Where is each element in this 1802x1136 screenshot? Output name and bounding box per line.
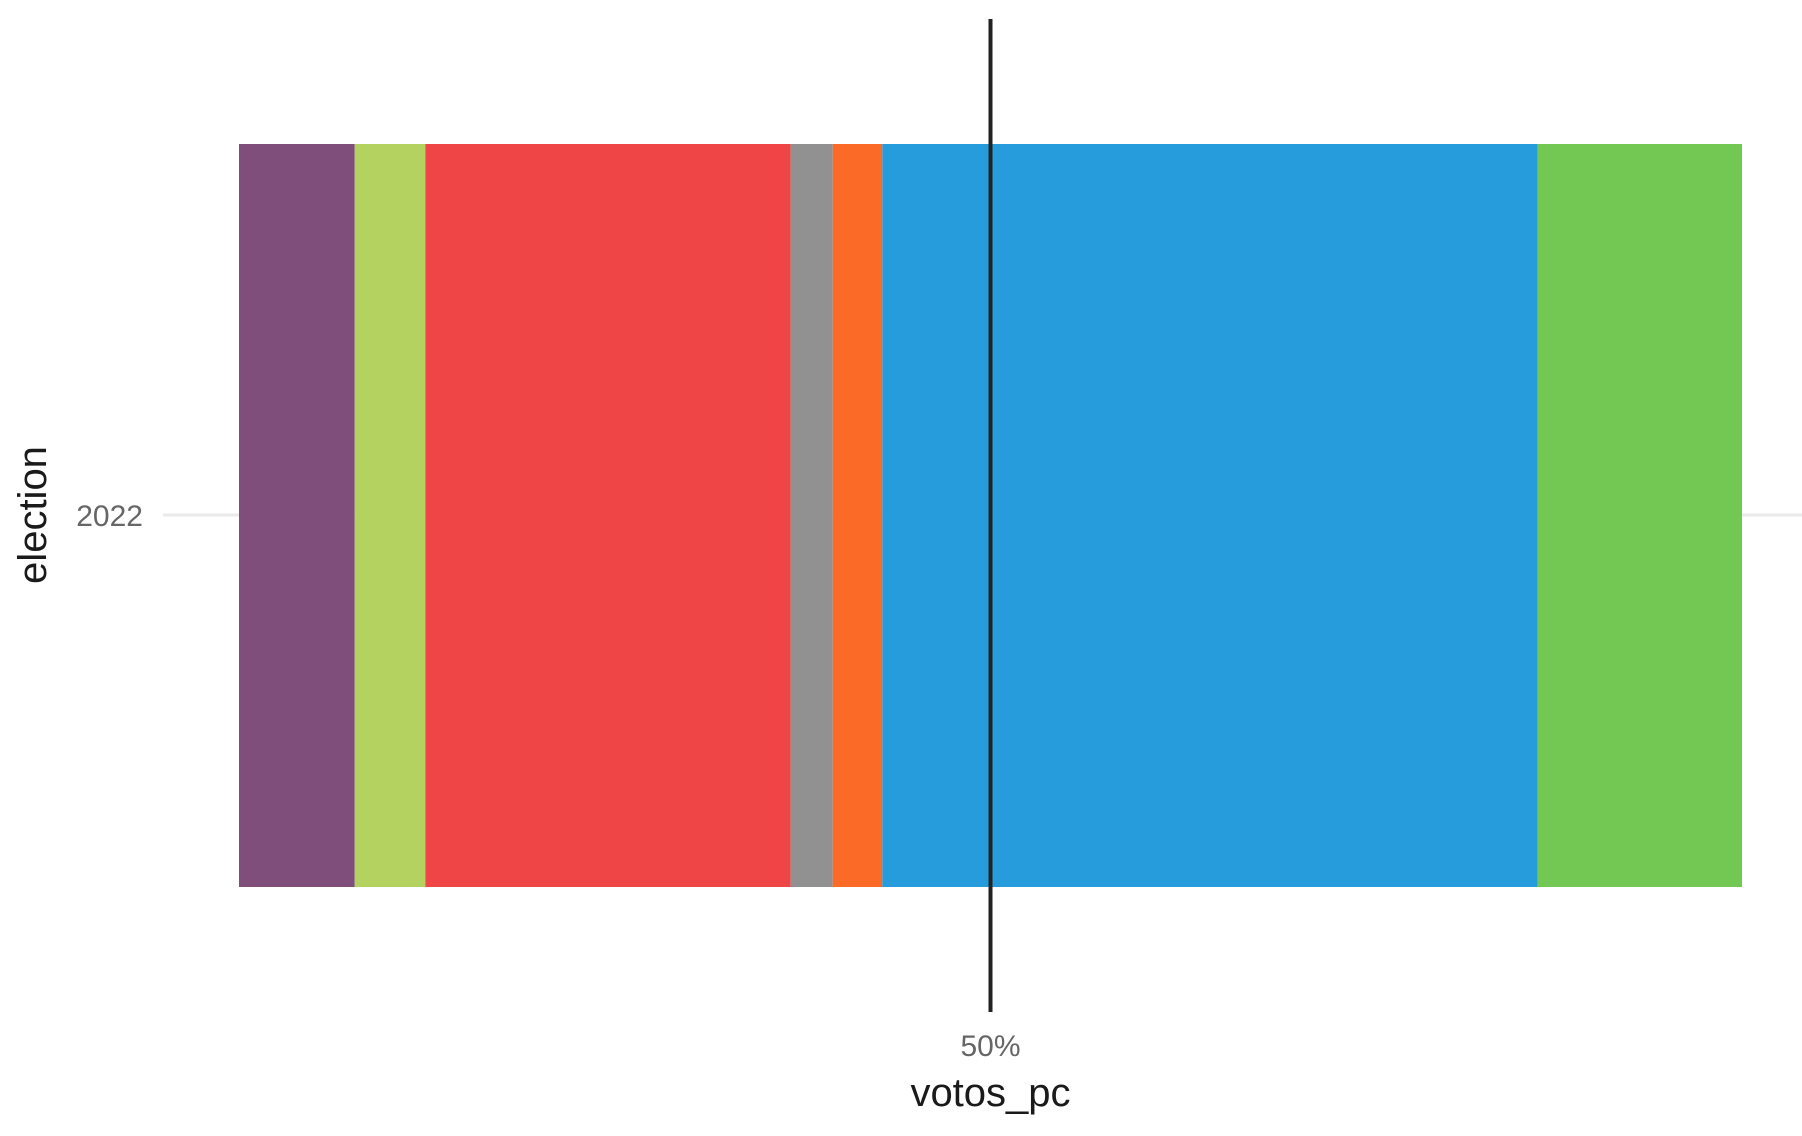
x-axis-title: votos_pc bbox=[910, 1071, 1070, 1115]
bar-segment-3 bbox=[425, 144, 791, 887]
x-tick-label: 50% bbox=[960, 1030, 1020, 1063]
bar-segment-7 bbox=[1537, 144, 1742, 887]
y-tick-label: 2022 bbox=[76, 500, 143, 533]
bar-segment-5 bbox=[832, 144, 883, 887]
bar-segment-1 bbox=[239, 144, 355, 887]
bar-segment-2 bbox=[354, 144, 426, 887]
bar-segment-6 bbox=[882, 144, 1538, 887]
y-axis-title: election bbox=[11, 446, 55, 584]
bar-segment-4 bbox=[790, 144, 833, 887]
